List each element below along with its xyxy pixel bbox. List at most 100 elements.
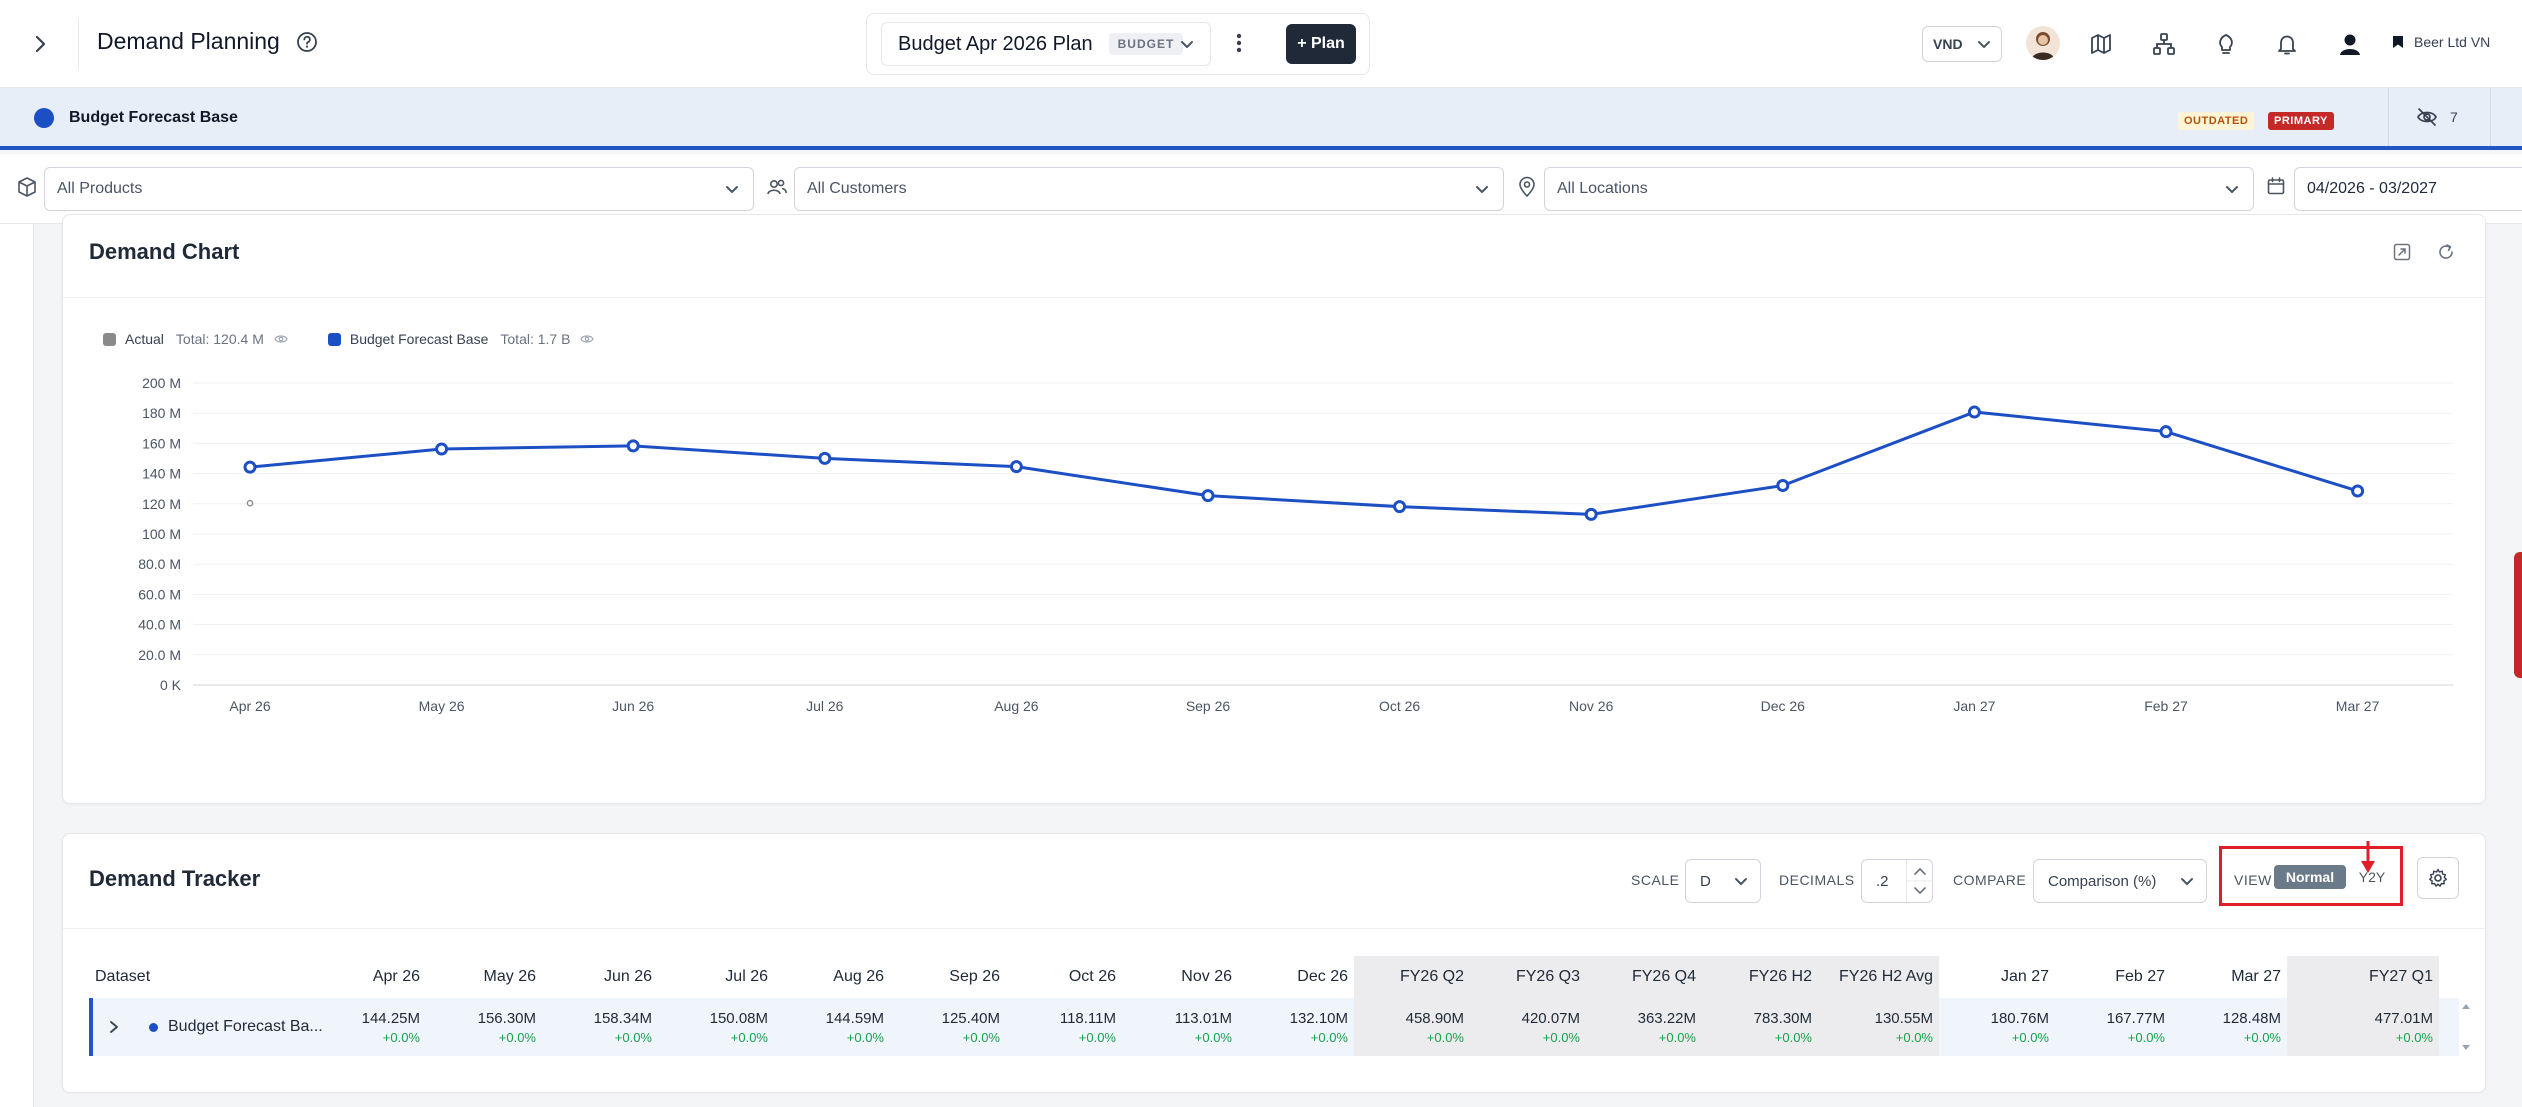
date-range-filter[interactable]: 04/2026 - 03/2027 [2294,167,2522,211]
table-cell[interactable]: 167.77M +0.0% [2055,998,2171,1056]
table-cell[interactable]: 158.34M +0.0% [542,998,658,1056]
help-icon[interactable] [296,31,318,58]
plan-badge: BUDGET [1108,33,1184,55]
divider [78,18,79,70]
stepper-up-down-icon[interactable] [1907,860,1933,902]
chevron-right-icon [35,35,46,53]
cell-value: 132.10M [1289,1009,1348,1027]
table-cell[interactable]: 118.11M +0.0% [1006,998,1122,1056]
y-tick-label: 120 M [142,496,181,512]
cell-value: 477.01M [2374,1009,2433,1027]
refresh-icon[interactable] [2437,243,2455,266]
cell-value: 130.55M [1874,1009,1933,1027]
hidden-scenarios-toggle[interactable]: 7 [2416,107,2458,127]
products-filter[interactable]: All Products [44,167,754,211]
box-icon [16,176,38,203]
data-point [818,451,832,465]
x-tick-label: Jan 27 [1953,698,1995,714]
decimals-label: DECIMALS [1779,872,1855,888]
more-options-icon[interactable] [1235,32,1243,59]
chevron-down-icon [1181,41,1193,48]
table-cell[interactable]: 128.48M +0.0% [2171,998,2287,1056]
view-normal-button[interactable]: Normal [2274,865,2346,889]
data-point [1584,507,1598,521]
column-header: FY26 Q3 [1470,956,1586,998]
table-cell[interactable]: 144.25M +0.0% [362,998,426,1056]
chevron-right-icon[interactable] [107,1020,121,1034]
dataset-cell[interactable]: Budget Forecast Ba... [93,998,367,1056]
stepper-arrows[interactable] [1906,860,1933,902]
scroll-up-icon[interactable] [2461,1002,2471,1010]
table-cell[interactable]: 180.76M +0.0% [1939,998,2055,1056]
side-panel-handle[interactable] [2514,552,2522,678]
company-switcher[interactable]: Beer Ltd VN [2392,34,2490,50]
scale-select[interactable]: D [1685,859,1761,903]
expand-icon[interactable] [2393,243,2411,266]
data-point [1009,460,1023,474]
view-y2y-button[interactable]: Y2Y [2358,869,2386,885]
tracker-settings-button[interactable] [2417,857,2459,899]
data-point [1393,500,1407,514]
table-cell[interactable]: 125.40M +0.0% [890,998,1006,1056]
cell-change: +0.0% [1310,1029,1348,1045]
column-header: Sep 26 [949,968,1000,985]
user-avatar[interactable] [2026,26,2060,60]
eye-off-icon [2417,108,2437,126]
legend-item-actual[interactable]: Actual Total: 120.4 M [103,331,288,347]
y-tick-label: 140 M [142,466,181,482]
table-cell[interactable]: 113.01M +0.0% [1122,998,1238,1056]
calendar-icon [2266,176,2286,201]
table-cell[interactable]: 132.10M +0.0% [1238,998,1354,1056]
plan-name: Budget Apr 2026 Plan [898,32,1093,55]
scroll-down-icon[interactable] [2461,1044,2471,1052]
table-cell[interactable]: 150.08M +0.0% [658,998,774,1056]
locations-filter[interactable]: All Locations [1544,167,2254,211]
table-cell[interactable]: 783.30M +0.0% [1702,998,1818,1056]
data-point [435,442,449,456]
table-cell[interactable]: 363.22M +0.0% [1586,998,1702,1056]
x-tick-label: Sep 26 [1186,698,1231,714]
eye-icon[interactable] [274,334,288,344]
legend-total: Total: 1.7 B [500,331,571,347]
cell-value: 144.25M [361,1009,420,1027]
table-cell[interactable]: 477.01M +0.0% [2287,998,2439,1056]
cell-change: +0.0% [730,1029,768,1045]
table-cell[interactable]: 156.30M +0.0% [426,998,542,1056]
plan-select[interactable]: Budget Apr 2026 Plan BUDGET [881,22,1211,66]
column-header: FY26 H2 Avg [1818,956,1939,998]
expand-sidebar-button[interactable] [22,26,58,62]
column-header: FY26 Q2 [1354,956,1470,998]
cell-change: +0.0% [1542,1029,1580,1045]
currency-select[interactable]: VND [1922,26,2002,62]
cell-change: +0.0% [2395,1029,2433,1045]
location-pin-icon [1516,176,1538,203]
compare-select[interactable]: Comparison (%) [2033,859,2207,903]
gear-icon [2429,868,2447,887]
lightbulb-icon[interactable] [2210,28,2242,60]
eye-icon[interactable] [580,334,595,344]
data-point [1776,479,1790,493]
customers-filter[interactable]: All Customers [794,167,1504,211]
table-cell[interactable]: 144.59M +0.0% [774,998,890,1056]
user-profile-icon[interactable] [2334,28,2366,60]
chevron-down-icon [2226,186,2238,193]
scenario-name[interactable]: Budget Forecast Base [69,109,238,126]
table-row[interactable]: Budget Forecast Ba... 144.25M +0.0% 156.30M… [89,998,2459,1056]
y-tick-label: 40.0 M [138,617,181,633]
add-plan-button[interactable]: + Plan [1286,24,1356,64]
data-point [246,499,254,507]
decimals-stepper[interactable]: .2 [1861,859,1933,903]
map-icon[interactable] [2085,28,2117,60]
bell-icon[interactable] [2271,28,2303,60]
column-header: Feb 27 [2115,968,2165,985]
table-cell[interactable]: 420.07M +0.0% [1470,998,1586,1056]
column-header: Apr 26 [372,968,420,985]
top-header: Demand Planning Budget Apr 2026 Plan BUD… [0,0,2522,88]
hierarchy-icon[interactable] [2148,28,2180,60]
legend-item-budget-forecast-base[interactable]: Budget Forecast Base Total: 1.7 B [327,331,595,347]
table-cell[interactable]: 458.90M +0.0% [1354,998,1470,1056]
divider [2490,88,2491,146]
products-filter-value: All Products [57,180,143,197]
table-cell[interactable]: 130.55M +0.0% [1818,998,1939,1056]
cell-change: +0.0% [1194,1029,1232,1045]
